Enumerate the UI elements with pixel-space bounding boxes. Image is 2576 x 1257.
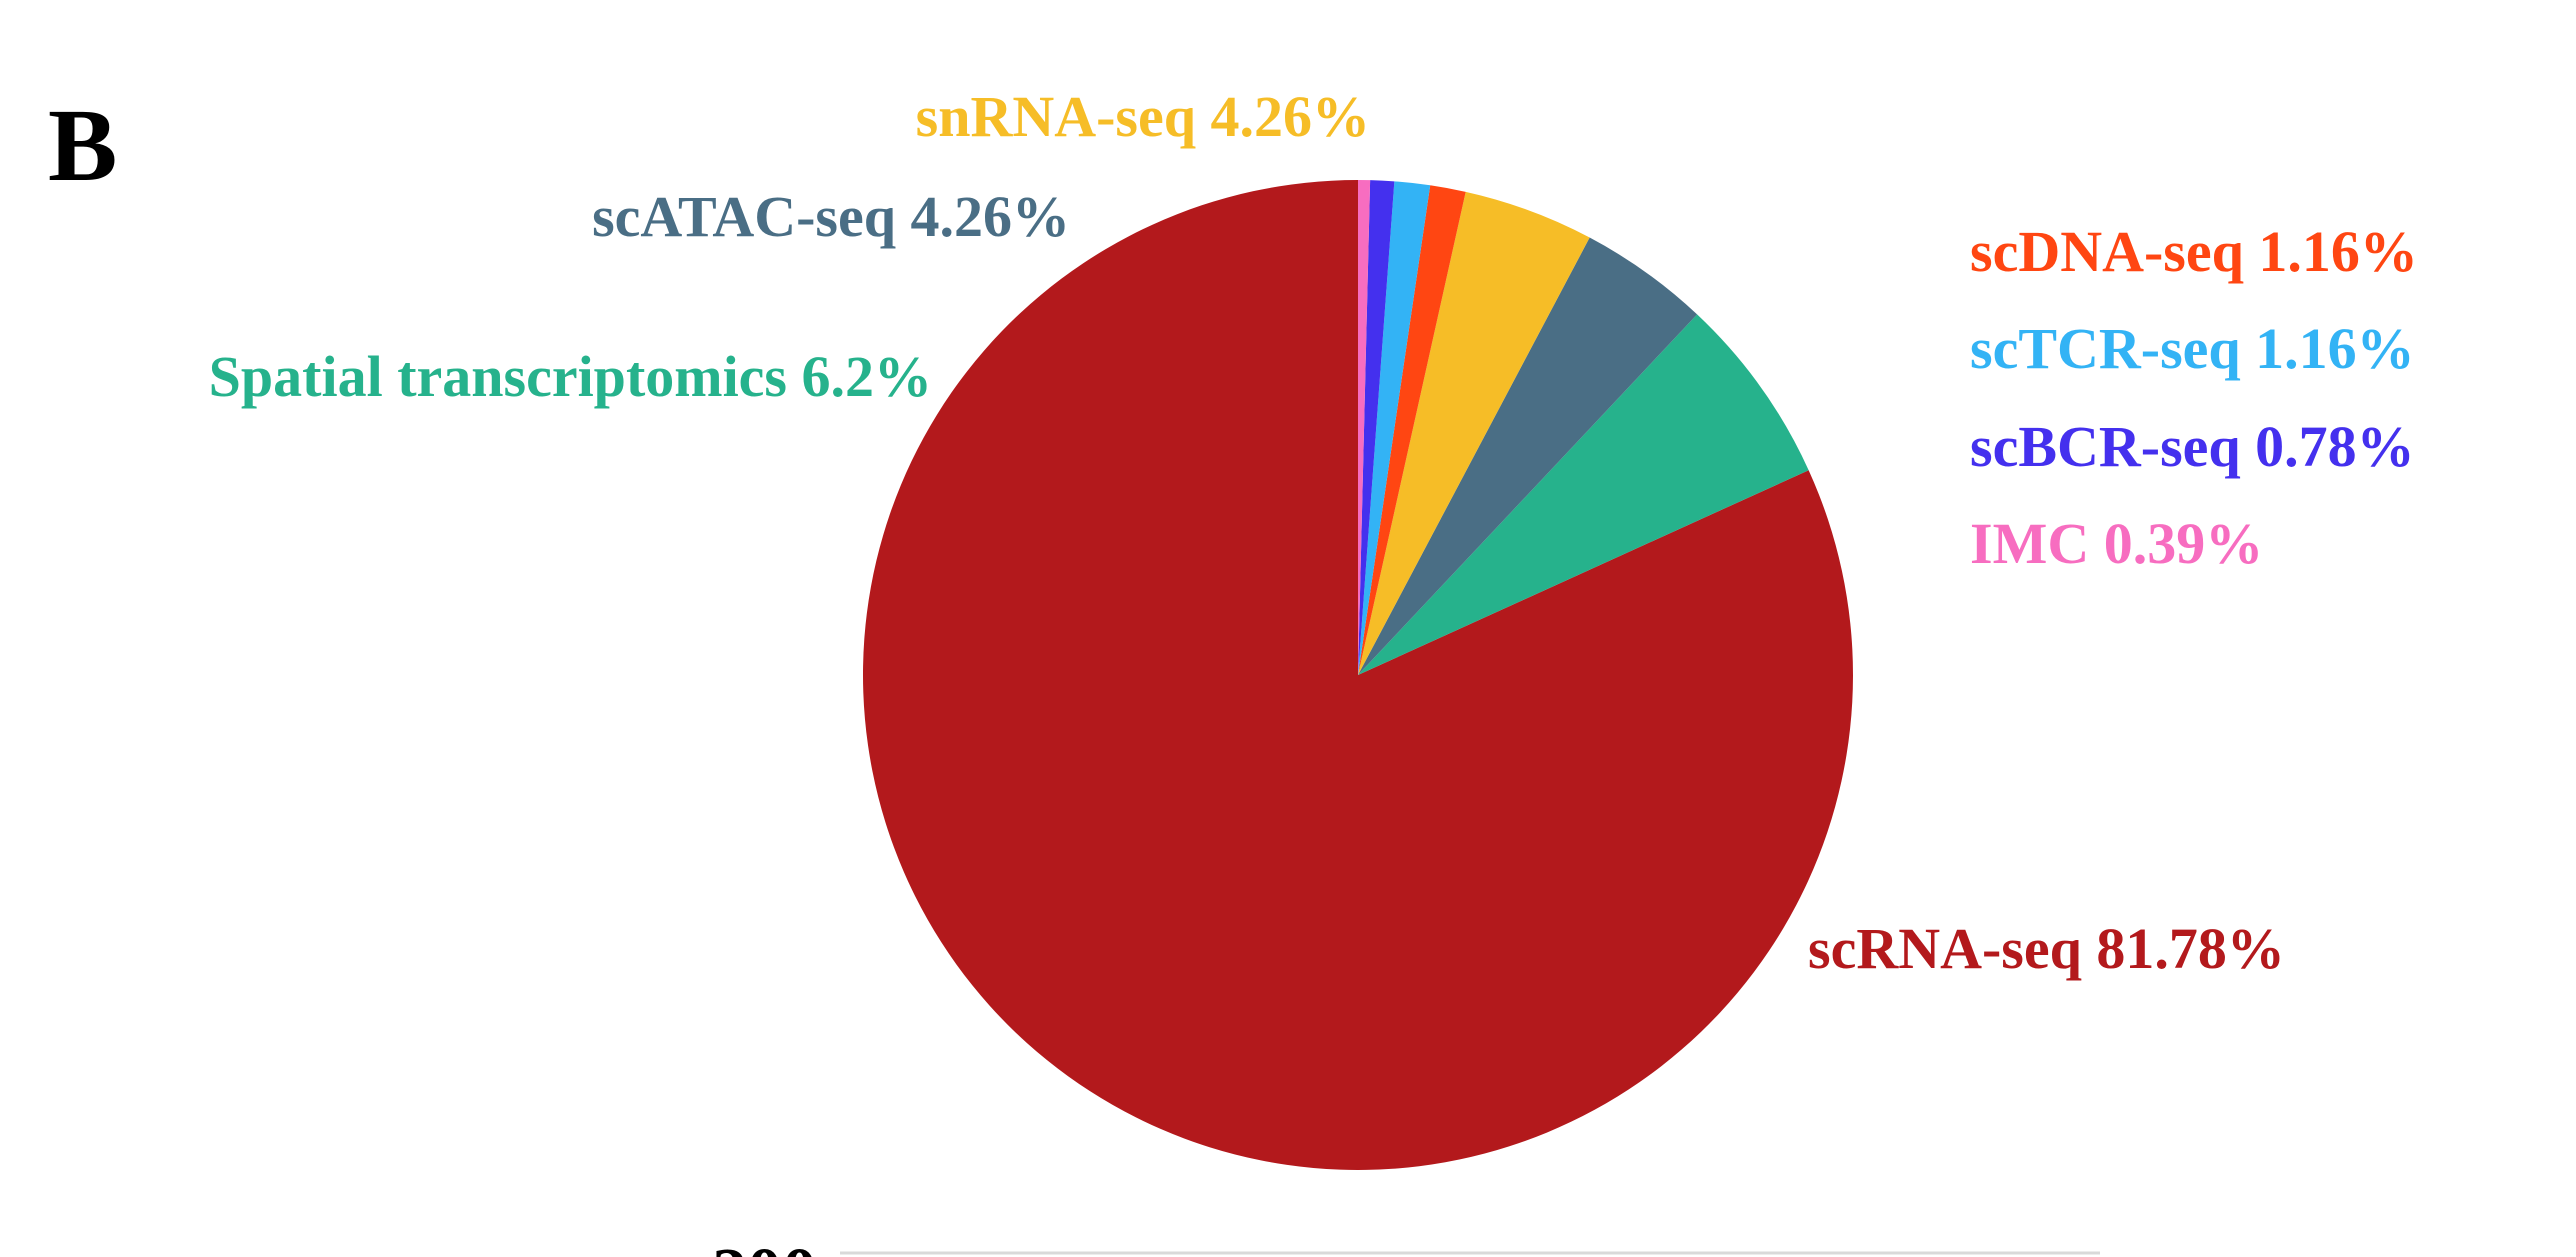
slice-label: scBCR-seq 0.78% <box>1970 414 2415 479</box>
slice-labels: scRNA-seq 81.78% Spatial transcriptomics … <box>209 84 2418 981</box>
pie-slice <box>1358 314 1809 675</box>
panel-label: B <box>48 88 117 203</box>
pie-slice <box>1358 185 1466 676</box>
slice-label: Spatial transcriptomics 6.2% <box>209 344 932 409</box>
slice-label: IMC 0.39% <box>1970 511 2263 576</box>
pie-slice <box>1358 180 1371 675</box>
slice-label: scDNA-seq 1.16% <box>1970 219 2418 284</box>
pie-slice <box>1358 237 1698 676</box>
slice-label: scTCR-seq 1.16% <box>1970 316 2415 381</box>
pie-slice <box>1358 181 1431 675</box>
slice-label: scATAC-seq 4.26% <box>592 184 1070 249</box>
pie-slice <box>1358 180 1395 675</box>
slice-label: scRNA-seq 81.78% <box>1808 916 2285 981</box>
pie-slices <box>862 180 1853 1170</box>
slice-label: snRNA-seq 4.26% <box>916 84 1370 149</box>
pie-slice <box>862 180 1853 1170</box>
partial-axis-tick: 200 <box>712 1235 817 1257</box>
pie-slice <box>1358 191 1590 676</box>
